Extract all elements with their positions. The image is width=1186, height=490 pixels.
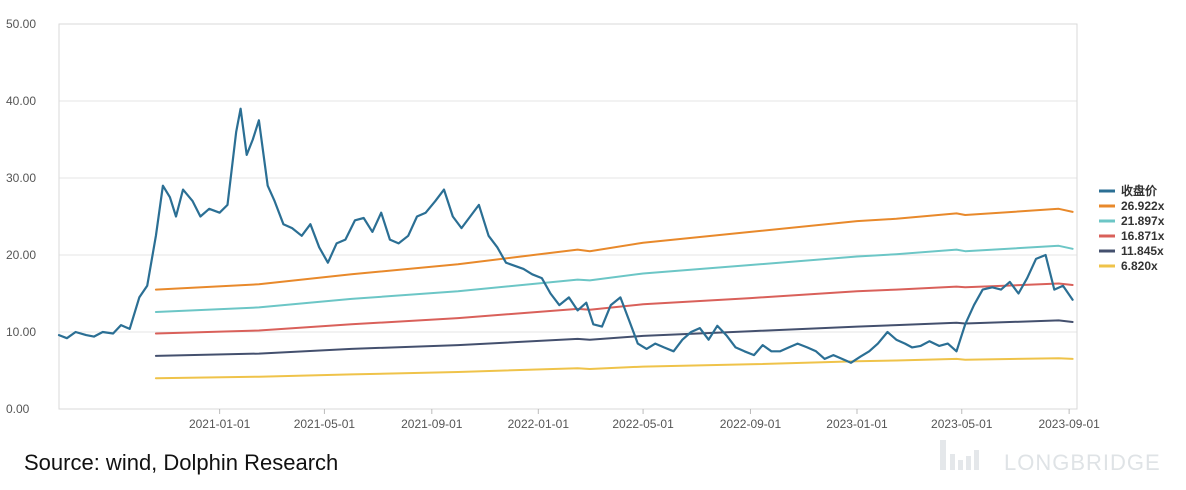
plot-area xyxy=(58,23,1078,410)
legend-label: 16.871x xyxy=(1121,229,1165,243)
y-tick-label: 20.00 xyxy=(6,248,36,262)
series-line-26.922x xyxy=(154,207,1074,291)
series-line-11.845x xyxy=(154,319,1074,357)
y-tick-label: 40.00 xyxy=(6,94,36,108)
legend-label: 收盘价 xyxy=(1121,183,1158,198)
source-note: Source: wind, Dolphin Research xyxy=(24,450,339,475)
watermark: LONGBRIDGE xyxy=(1004,450,1161,475)
series-line-21.897x xyxy=(154,244,1074,313)
y-tick-label: 10.00 xyxy=(6,325,36,339)
series-line-收盘价 xyxy=(57,107,1074,364)
legend-label: 21.897x xyxy=(1121,214,1165,228)
y-axis-ticks: 0.00 10.00 20.00 30.00 40.00 50.00 xyxy=(6,17,36,416)
legend-label: 11.845x xyxy=(1121,244,1164,258)
x-tick-label: 2021-09-01 xyxy=(401,417,463,431)
plot-border xyxy=(58,23,1078,410)
y-tick-label: 0.00 xyxy=(6,402,30,416)
x-tick-label: 2021-01-01 xyxy=(189,417,251,431)
x-tick-label: 2022-05-01 xyxy=(612,417,674,431)
series-line-16.871x xyxy=(154,282,1074,335)
x-tick-label: 2023-01-01 xyxy=(826,417,888,431)
series-lines xyxy=(57,107,1074,380)
longbridge-logo-icon xyxy=(940,440,979,470)
legend-label: 26.922x xyxy=(1121,199,1165,213)
series-line-6.820x xyxy=(154,357,1074,380)
x-tick-label: 2022-01-01 xyxy=(508,417,570,431)
x-tick-label: 2023-05-01 xyxy=(931,417,993,431)
x-tick-label: 2022-09-01 xyxy=(720,417,782,431)
legend-label: 6.820x xyxy=(1121,259,1158,273)
y-tick-label: 30.00 xyxy=(6,171,36,185)
x-tick-label: 2021-05-01 xyxy=(294,417,356,431)
y-tick-label: 50.00 xyxy=(6,17,36,31)
x-axis-ticks: 2021-01-01 2021-05-01 2021-09-01 2022-01-01… xyxy=(189,409,1100,431)
x-tick-label: 2023-09-01 xyxy=(1038,417,1100,431)
